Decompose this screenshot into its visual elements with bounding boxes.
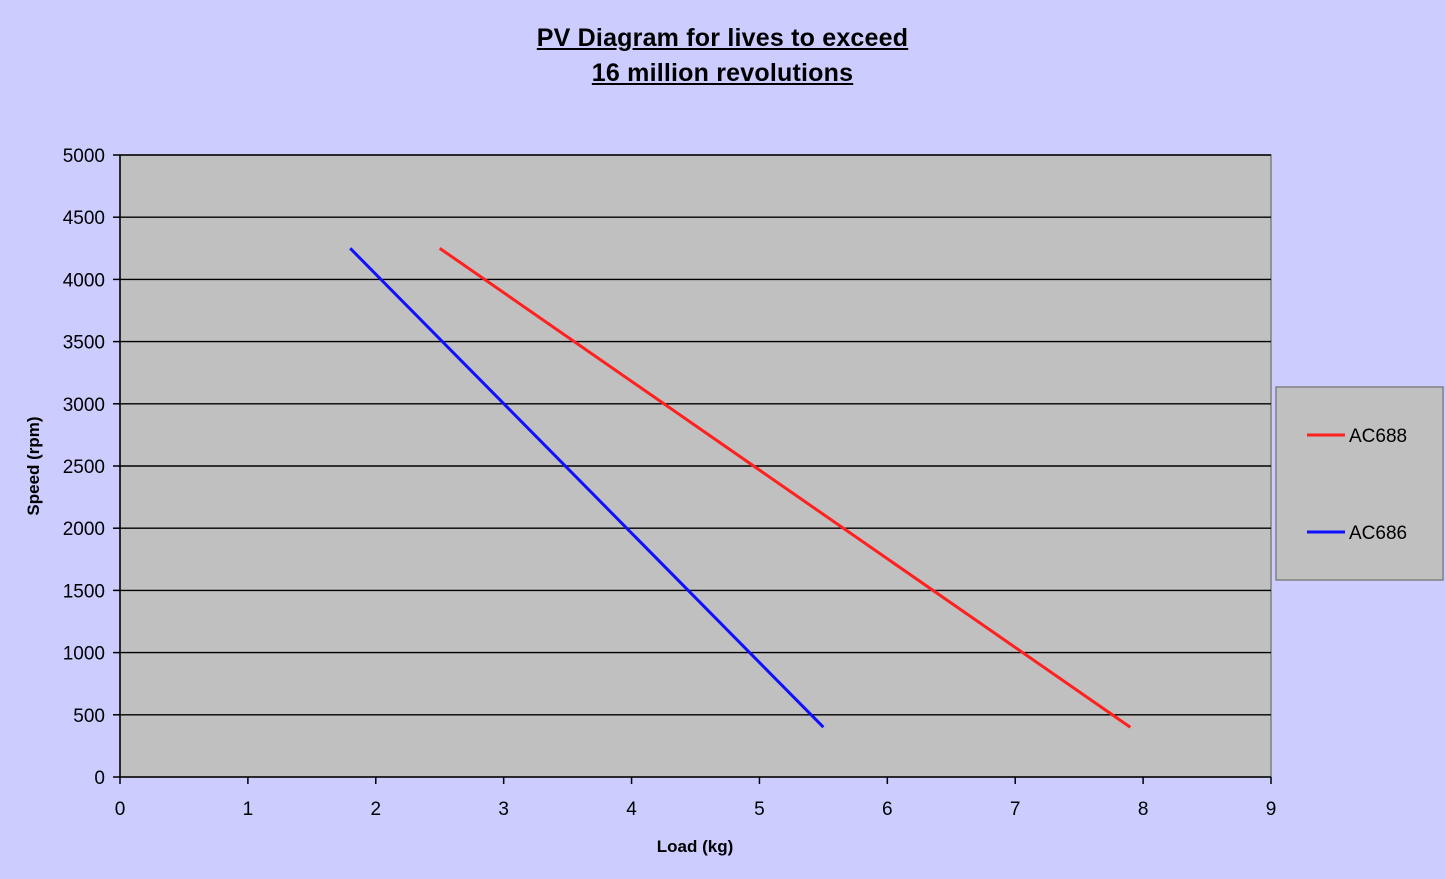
- y-tick-label-3000: 3000: [63, 395, 105, 416]
- legend-label-AC686: AC686: [1349, 523, 1407, 544]
- x-tick-label-4: 4: [626, 799, 637, 820]
- x-tick-label-5: 5: [754, 799, 765, 820]
- y-tick-label-500: 500: [73, 706, 105, 727]
- y-tick-label-3500: 3500: [63, 333, 105, 354]
- series-line-AC686: [349, 247, 825, 729]
- y-tick-label-1500: 1500: [63, 581, 105, 602]
- y-tick-label-4500: 4500: [63, 208, 105, 229]
- y-tick-label-4000: 4000: [63, 270, 105, 291]
- x-tick-label-3: 3: [498, 799, 509, 820]
- y-tick-label-5000: 5000: [63, 146, 105, 167]
- x-tick-label-6: 6: [882, 799, 893, 820]
- x-tick-label-9: 9: [1266, 799, 1277, 820]
- x-tick-label-0: 0: [115, 799, 126, 820]
- x-tick-label-2: 2: [370, 799, 381, 820]
- x-tick-label-1: 1: [243, 799, 254, 820]
- legend-box: [1275, 386, 1444, 581]
- x-tick-label-8: 8: [1138, 799, 1149, 820]
- y-tick-label-2000: 2000: [63, 519, 105, 540]
- x-axis-title: Load (kg): [657, 837, 734, 856]
- y-axis-title: Speed (rpm): [24, 416, 43, 515]
- chart-title-line-2: 16 million revolutions: [591, 59, 854, 87]
- y-tick-label-1000: 1000: [63, 644, 105, 665]
- y-tick-label-2500: 2500: [63, 457, 105, 478]
- chart-title-line-1: PV Diagram for lives to exceed: [536, 24, 909, 52]
- y-tick-label-0: 0: [94, 768, 105, 789]
- x-tick-label-7: 7: [1010, 799, 1021, 820]
- series-line-AC688: [438, 247, 1132, 729]
- legend-label-AC688: AC688: [1349, 426, 1407, 447]
- legend: AC688 AC686: [1275, 386, 1444, 581]
